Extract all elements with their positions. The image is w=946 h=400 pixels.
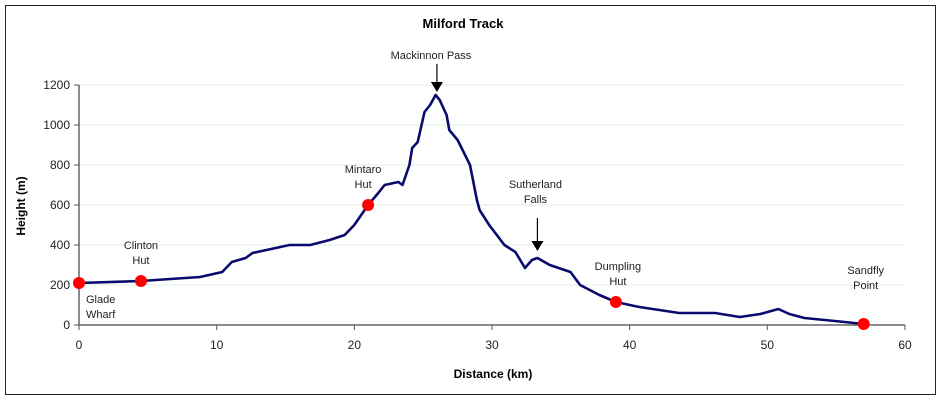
gridlines — [79, 84, 905, 286]
arrow-label: Mackinnon Pass — [391, 50, 472, 62]
marker-label: Wharf — [86, 309, 116, 321]
marker-label: Glade — [86, 294, 115, 306]
arrow-annotations: Mackinnon Pass Sutherland Falls — [391, 50, 562, 251]
x-tick-label: 40 — [623, 338, 637, 352]
y-tick-label: 0 — [63, 318, 70, 332]
y-tick-label: 200 — [50, 278, 70, 292]
x-axis-ticks: 0 10 20 30 40 50 60 — [76, 325, 912, 352]
marker-label: Hut — [355, 179, 372, 191]
arrow-label: Falls — [524, 194, 548, 206]
marker-label: Clinton — [124, 240, 158, 252]
hut-marker — [609, 296, 622, 308]
chart-frame: 0 200 400 600 800 1000 1200 0 10 20 30 40 50 60 Glad… — [5, 5, 936, 395]
arrow-down-icon — [430, 82, 443, 92]
x-tick-label: 30 — [485, 338, 499, 352]
hut-marker — [857, 318, 870, 330]
elevation-chart: 0 200 400 600 800 1000 1200 0 10 20 30 40 50 60 Glad… — [14, 16, 912, 381]
y-axis-ticks: 0 200 400 600 800 1000 1200 — [43, 78, 79, 332]
x-axis-title: Distance (km) — [454, 367, 533, 381]
hut-marker — [362, 199, 375, 211]
chart-title: Milford Track — [423, 16, 505, 31]
x-tick-label: 0 — [76, 338, 83, 352]
x-tick-label: 50 — [761, 338, 775, 352]
marker-label: Dumpling — [595, 261, 641, 273]
marker-label: Sandfly — [847, 265, 884, 277]
hut-marker — [134, 275, 147, 287]
marker-label: Point — [853, 280, 878, 292]
y-tick-label: 800 — [50, 158, 70, 172]
marker-label: Hut — [609, 276, 626, 288]
arrow-label: Sutherland — [509, 179, 562, 191]
y-tick-label: 400 — [50, 238, 70, 252]
hut-marker — [73, 277, 85, 289]
x-tick-label: 20 — [348, 338, 362, 352]
y-tick-label: 600 — [50, 198, 70, 212]
elevation-line — [78, 93, 864, 326]
x-tick-label: 10 — [210, 338, 224, 352]
marker-label: Hut — [132, 255, 149, 267]
y-tick-label: 1200 — [43, 78, 70, 92]
y-tick-label: 1000 — [43, 118, 70, 132]
x-tick-label: 60 — [898, 338, 912, 352]
arrow-down-icon — [531, 241, 544, 251]
y-axis-title: Height (m) — [14, 176, 28, 235]
hut-markers: Glade Wharf Clinton Hut Mintaro Hut Dumpling Hu… — [73, 164, 885, 330]
marker-label: Mintaro — [345, 164, 382, 176]
